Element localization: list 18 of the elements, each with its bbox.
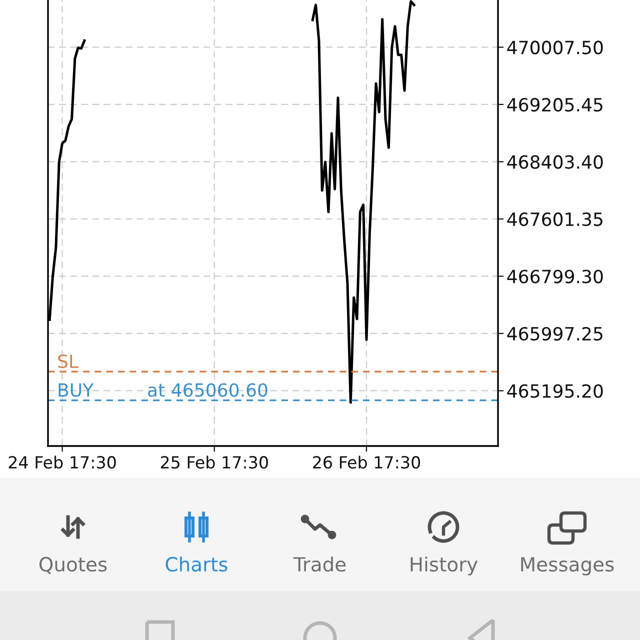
x-tick-label: 25 Feb 17:30 bbox=[160, 456, 268, 469]
annotation: at 465060.60 bbox=[148, 383, 268, 397]
y-tick-label: 466799.30 bbox=[507, 270, 603, 284]
x-tick-label: 26 Feb 17:30 bbox=[313, 456, 420, 469]
x-tick-label: 24 Feb 17:30 bbox=[8, 456, 116, 469]
y-tick-label: 469205.45 bbox=[507, 98, 602, 112]
y-tick-label: 470007.50 bbox=[507, 40, 603, 54]
ref-line-label: SL bbox=[58, 354, 78, 368]
text: Trade bbox=[293, 556, 346, 572]
y-tick-label: 467601.35 bbox=[507, 212, 602, 226]
text: Charts bbox=[166, 556, 228, 572]
y-tick-label: 465195.20 bbox=[507, 384, 603, 398]
y-tick-label: 465997.25 bbox=[507, 326, 602, 341]
y-tick-label: 468403.40 bbox=[507, 155, 603, 169]
text: Messages bbox=[521, 557, 614, 576]
text: Quotes bbox=[39, 556, 107, 574]
ref-line-label: BUY bbox=[58, 383, 94, 397]
text: History bbox=[410, 556, 478, 576]
